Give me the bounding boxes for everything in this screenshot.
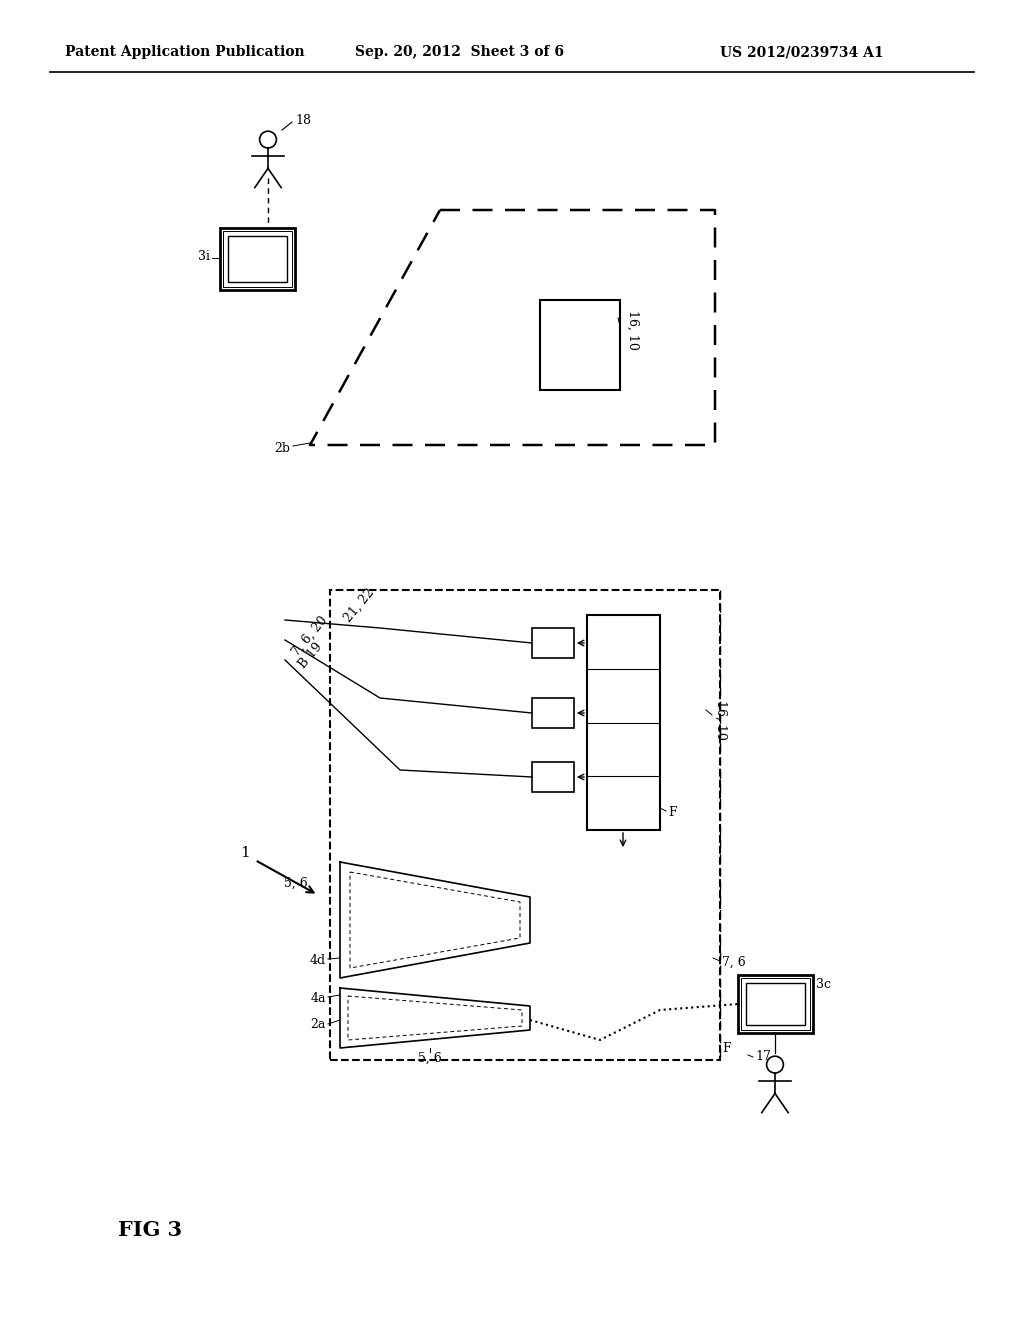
Text: 2b: 2b [274, 441, 290, 454]
Text: 5, 6: 5, 6 [418, 1052, 442, 1064]
Bar [228, 236, 287, 282]
Text: 3c: 3c [816, 978, 831, 991]
Text: 21, 22: 21, 22 [342, 586, 378, 624]
Text: 7, 6: 7, 6 [722, 956, 745, 969]
Text: FIG 3: FIG 3 [118, 1220, 182, 1239]
Text: F: F [722, 1041, 731, 1055]
Bar [738, 975, 813, 1034]
Bar [223, 231, 292, 286]
Bar [220, 228, 295, 290]
Bar [330, 590, 720, 1060]
Bar [741, 978, 810, 1030]
Bar [587, 615, 660, 830]
Text: 18: 18 [295, 114, 311, 127]
Bar [746, 983, 805, 1026]
Bar [532, 698, 574, 729]
Text: 2a: 2a [310, 1019, 326, 1031]
Bar [540, 300, 620, 389]
Text: 4a: 4a [310, 991, 326, 1005]
Text: 1: 1 [240, 846, 250, 861]
Text: 5, 6: 5, 6 [285, 876, 308, 890]
Text: Patent Application Publication: Patent Application Publication [65, 45, 304, 59]
Text: 7, 6, 20: 7, 6, 20 [290, 614, 331, 659]
Text: 16, 10: 16, 10 [714, 700, 727, 741]
Text: F: F [668, 805, 677, 818]
Bar [532, 628, 574, 657]
Text: Sep. 20, 2012  Sheet 3 of 6: Sep. 20, 2012 Sheet 3 of 6 [355, 45, 564, 59]
Text: US 2012/0239734 A1: US 2012/0239734 A1 [720, 45, 884, 59]
Text: B 19: B 19 [296, 640, 325, 672]
Text: 3i: 3i [198, 251, 210, 264]
Bar [532, 762, 574, 792]
Text: 17: 17 [755, 1051, 771, 1064]
Text: 4d: 4d [310, 953, 326, 966]
Text: 16, 10: 16, 10 [626, 310, 639, 350]
